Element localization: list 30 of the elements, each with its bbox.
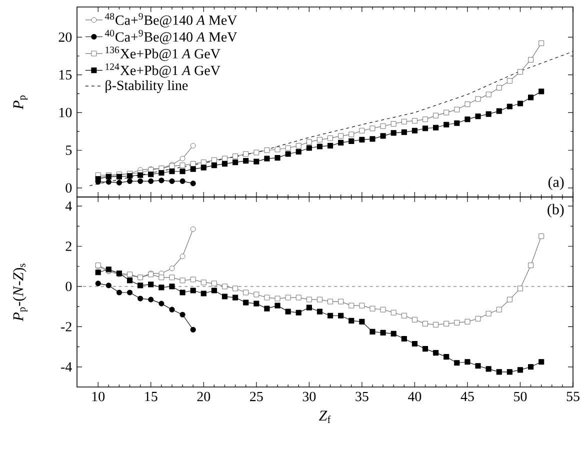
x-tick-label: 55 (566, 392, 580, 402)
x-tick-label: 25 (250, 392, 263, 402)
y-tick-label: 10 (59, 108, 72, 118)
y-tick-label: -4 (61, 362, 72, 372)
x-axis-title: Z$_{f}$ (318, 410, 331, 423)
x-tick-label: 50 (514, 392, 527, 402)
annotation: (b) (548, 204, 564, 218)
y-tick-label: 15 (59, 70, 72, 80)
x-tick-label: 10 (92, 392, 105, 402)
y-tick-label: 0 (66, 282, 72, 292)
x-tick-label: 20 (197, 392, 210, 402)
y-axis-title: P$_{p}$ (13, 95, 28, 110)
x-tick-label: 30 (302, 392, 316, 402)
x-tick-label: 15 (145, 392, 158, 402)
legend-label: β-Stability line (106, 80, 188, 93)
legend-label: $^{124}$Xe+Pb@1 A GeV (106, 63, 220, 78)
y-tick-label: 4 (65, 201, 72, 211)
y-tick-label: 0 (66, 183, 72, 193)
y-tick-label: -2 (61, 322, 72, 332)
legend-label: $^{48}$Ca+$^{9}$Be@140 A MeV (104, 13, 238, 28)
annotation: (a) (548, 176, 564, 190)
x-tick-label: 35 (356, 392, 368, 402)
legend-label: $^{40}$Ca+$^{9}$Be@140 A MeV (104, 30, 238, 44)
y-tick-label: 2 (66, 242, 72, 251)
y-tick-label: 20 (58, 32, 72, 42)
y-tick-label: 5 (66, 146, 72, 155)
y-axis-title: P$_{p}$-(N-Z)$_{s}$ (12, 264, 28, 322)
legend-label: $^{136}$Xe+Pb@1 A GeV (106, 46, 220, 61)
x-tick-label: 40 (408, 392, 422, 402)
x-tick-label: 45 (460, 392, 474, 402)
